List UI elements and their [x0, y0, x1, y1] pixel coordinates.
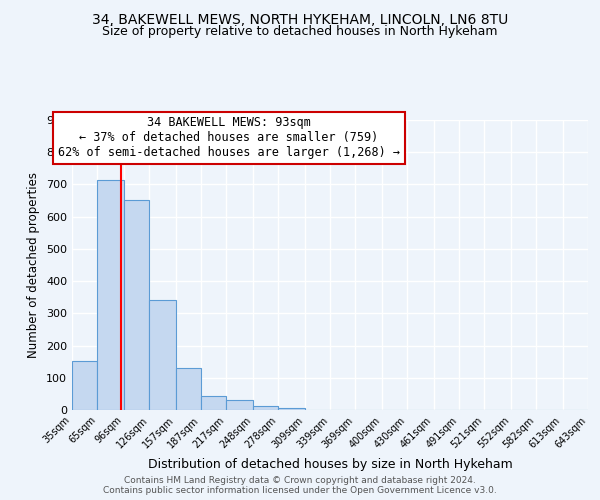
Bar — [201, 396, 226, 410]
Bar — [124, 200, 149, 410]
Y-axis label: Number of detached properties: Number of detached properties — [28, 172, 40, 358]
Bar — [226, 400, 253, 410]
Bar — [97, 180, 124, 410]
Bar — [72, 361, 97, 410]
Text: 34 BAKEWELL MEWS: 93sqm
← 37% of detached houses are smaller (759)
62% of semi-d: 34 BAKEWELL MEWS: 93sqm ← 37% of detache… — [58, 116, 400, 159]
X-axis label: Distribution of detached houses by size in North Hykeham: Distribution of detached houses by size … — [148, 458, 512, 471]
Text: Contains public sector information licensed under the Open Government Licence v3: Contains public sector information licen… — [103, 486, 497, 495]
Bar — [278, 408, 305, 410]
Text: 34, BAKEWELL MEWS, NORTH HYKEHAM, LINCOLN, LN6 8TU: 34, BAKEWELL MEWS, NORTH HYKEHAM, LINCOL… — [92, 12, 508, 26]
Bar — [253, 406, 278, 410]
Bar — [149, 300, 176, 410]
Text: Size of property relative to detached houses in North Hykeham: Size of property relative to detached ho… — [102, 25, 498, 38]
Bar — [176, 368, 201, 410]
Text: Contains HM Land Registry data © Crown copyright and database right 2024.: Contains HM Land Registry data © Crown c… — [124, 476, 476, 485]
